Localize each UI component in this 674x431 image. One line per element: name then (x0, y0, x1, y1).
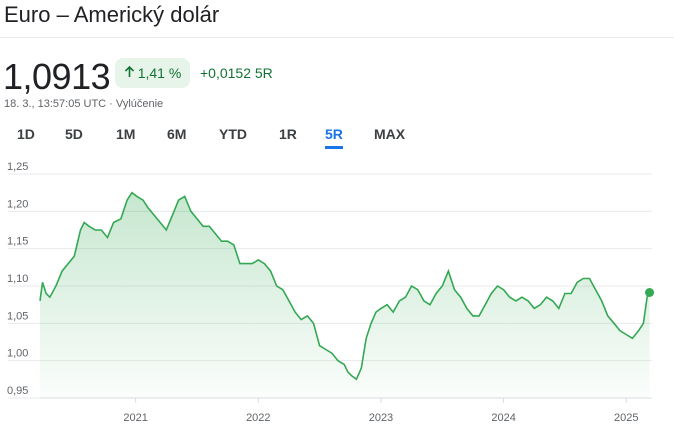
change-percent-badge: 1,41 % (115, 58, 190, 88)
change-absolute: +0,0152 5R (200, 65, 273, 81)
tab-ytd[interactable]: YTD (219, 126, 247, 142)
y-tick-label: 1,15 (7, 236, 28, 248)
tab-max[interactable]: MAX (374, 126, 406, 142)
y-axis: 1,25 1,20 1,15 1,10 1,05 1,00 0,95 (7, 161, 28, 397)
timestamp-disclaimer[interactable]: 18. 3., 13:57:05 UTC · Vylúčenie (4, 98, 164, 110)
change-percent: 1,41 % (137, 65, 182, 81)
x-axis: 2021 2022 2023 2024 2025 (40, 397, 652, 424)
x-tick-label: 2021 (123, 412, 147, 424)
y-tick-label: 1,25 (7, 161, 28, 173)
current-price: 1,0913 (3, 56, 111, 97)
page-title: Euro – Americký dolár (4, 2, 220, 27)
price-chart[interactable]: 1,251,201,151,101,051,000,95 2021 2022 202… (0, 160, 674, 431)
price-line (39, 191, 651, 381)
x-tick-label: 2023 (369, 412, 393, 424)
tab-6m[interactable]: 6M (167, 126, 187, 142)
x-tick-label: 2022 (246, 412, 270, 424)
y-tick-label: 0,95 (7, 385, 28, 397)
tab-1m[interactable]: 1M (116, 126, 136, 142)
tab-1r[interactable]: 1R (279, 126, 297, 142)
x-tick-label: 2024 (491, 412, 515, 424)
divider (0, 37, 674, 38)
tab-1d[interactable]: 1D (17, 126, 35, 142)
current-price-marker (645, 287, 655, 297)
arrow-up-icon (124, 65, 135, 81)
y-tick-label: 1,00 (7, 348, 28, 360)
x-tick-label: 2025 (614, 412, 638, 424)
tab-5r[interactable]: 5R (325, 126, 343, 149)
y-tick-label: 1,05 (7, 310, 28, 322)
price-area (40, 192, 650, 398)
y-tick-label: 1,10 (7, 273, 28, 285)
tab-5d[interactable]: 5D (65, 126, 83, 142)
y-tick-label: 1,20 (7, 198, 28, 210)
